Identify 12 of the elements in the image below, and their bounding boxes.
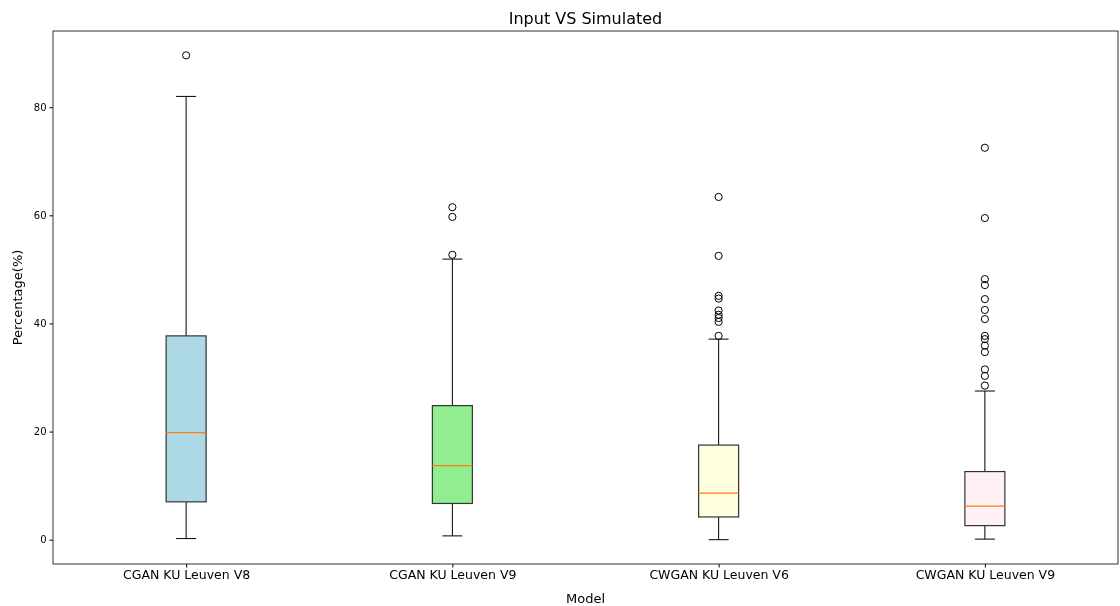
chart-title: Input VS Simulated [508,9,663,28]
x-tick-label: CWGAN KU Leuven V6 [649,567,789,583]
x-tick-label: CGAN KU Leuven V8 [123,567,251,583]
y-tick-label: 60 [33,210,47,222]
y-axis-title: Percentage(%) [10,249,25,346]
y-tick-label: 80 [33,101,47,113]
y-tick-label: 20 [33,426,47,438]
y-tick-label: 0 [40,534,47,546]
y-tick-label: 40 [33,318,47,330]
x-tick-label: CGAN KU Leuven V9 [389,567,517,583]
x-tick-label: CWGAN KU Leuven V9 [915,567,1056,583]
x-axis-title: Model [565,591,606,606]
